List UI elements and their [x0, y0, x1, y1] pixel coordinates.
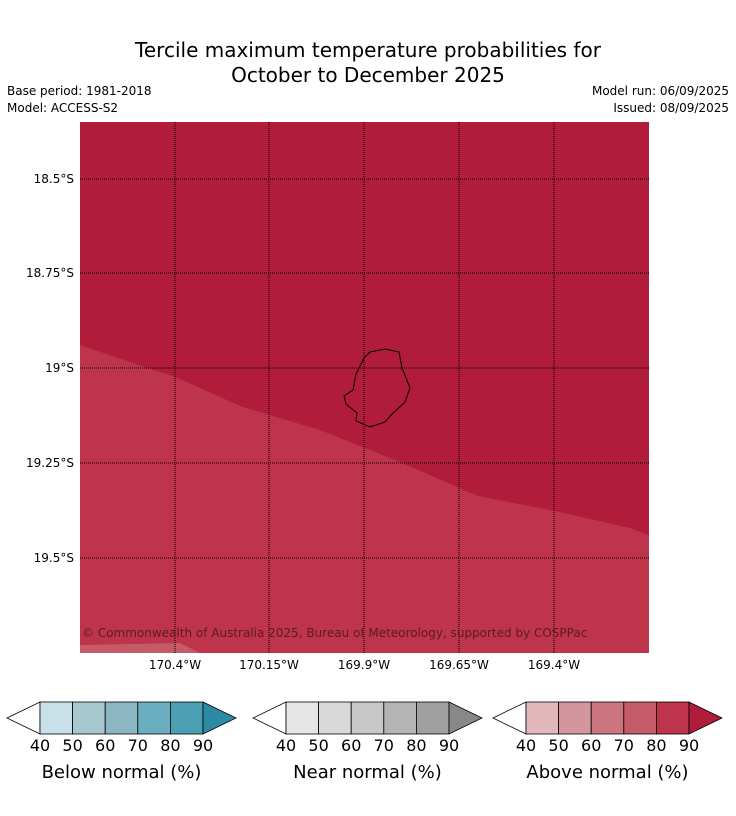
- colorbar-title: Below normal (%): [42, 762, 202, 783]
- model-run-text: Model run: 06/09/2025: [591, 84, 729, 98]
- colorbar-1: 40 50 60 70 80 90 Below normal (%): [6, 701, 237, 783]
- colorbar-tick-label: 50: [308, 736, 328, 755]
- colorbar-segment: [590, 701, 625, 735]
- colorbar-title: Above normal (%): [526, 762, 688, 783]
- title-line-2: October to December 2025: [231, 63, 505, 87]
- colorbar-tick-label: 60: [341, 736, 361, 755]
- base-period-text: Base period: 1981-2018: [7, 84, 152, 98]
- colorbar-3: 40 50 60 70 80 90 Above normal (%): [492, 701, 723, 783]
- colorbar-segment: [558, 701, 592, 735]
- colorbar-tick-label: 40: [276, 736, 296, 755]
- colorbar-tick-label: 50: [548, 736, 568, 755]
- copyright-notice: © Commonwealth of Australia 2025, Bureau…: [82, 626, 587, 640]
- lon-label: 170.15°W: [239, 658, 299, 672]
- colorbar-tick-label: 40: [30, 736, 50, 755]
- colorbar-segment: [383, 701, 417, 735]
- lon-label: 169.4°W: [528, 658, 580, 672]
- colorbar-segment: [623, 701, 657, 735]
- colorbar-segment: [350, 701, 385, 735]
- colorbar-tick-label: 70: [374, 736, 394, 755]
- island-coastline: [343, 348, 411, 428]
- lat-label: 19.5°S: [34, 551, 74, 565]
- colorbar-segment: [415, 701, 450, 735]
- colorbar-min-arrow: [252, 701, 287, 735]
- colorbar-tick-label: 70: [614, 736, 634, 755]
- region-above-70: [80, 643, 200, 653]
- latitude-labels: 18.5°S 18.75°S 19°S 19.25°S 19.5°S: [26, 172, 74, 565]
- colorbar-tick-label: 70: [128, 736, 148, 755]
- colorbars: 40 50 60 70 80 90 Below normal (%) 40 50 60 70 80 90…: [6, 701, 723, 783]
- colorbar-segment: [72, 701, 106, 735]
- lon-label: 170.4°W: [149, 658, 201, 672]
- colorbar-tick-label: 40: [516, 736, 536, 755]
- colorbar-segment: [137, 701, 171, 735]
- colorbar-tick-label: 60: [95, 736, 115, 755]
- colorbar-tick-label: 60: [581, 736, 601, 755]
- colorbar-2: 40 50 60 70 80 90 Near normal (%): [252, 701, 483, 783]
- title-line-1: Tercile maximum temperature probabilitie…: [135, 38, 601, 62]
- colorbar-tick-label: 90: [679, 736, 699, 755]
- colorbar-tick-label: 50: [62, 736, 82, 755]
- issued-text: Issued: 08/09/2025: [613, 101, 729, 115]
- colorbar-tick-label: 80: [646, 736, 666, 755]
- lon-label: 169.65°W: [429, 658, 489, 672]
- map-area: [80, 122, 649, 653]
- colorbar-min-arrow: [492, 701, 527, 735]
- chart-title: Tercile maximum temperature probabilitie…: [0, 38, 736, 88]
- colorbar-tick-label: 90: [193, 736, 213, 755]
- colorbar-tick-label: 80: [160, 736, 180, 755]
- lat-label: 18.75°S: [26, 266, 74, 280]
- colorbar-segment: [39, 701, 73, 735]
- lat-label: 19.25°S: [26, 456, 74, 470]
- lat-label: 19°S: [45, 361, 74, 375]
- colorbar-segment: [285, 701, 319, 735]
- lon-label: 169.9°W: [338, 658, 390, 672]
- colorbar-segment: [169, 701, 204, 735]
- colorbar-segment: [318, 701, 352, 735]
- meta-right: Model run: 06/09/2025 Issued: 08/09/2025: [592, 83, 729, 117]
- graticule: [80, 122, 649, 653]
- colorbar-segment: [104, 701, 139, 735]
- colorbar-max-arrow: [202, 701, 237, 735]
- colorbar-segment: [656, 701, 690, 735]
- colorbar-segment: [525, 701, 559, 735]
- lat-label: 18.5°S: [34, 172, 74, 186]
- meta-left: Base period: 1981-2018 Model: ACCESS-S2: [7, 83, 152, 117]
- model-text: Model: ACCESS-S2: [7, 101, 119, 115]
- colorbar-tick-label: 80: [406, 736, 426, 755]
- colorbar-max-arrow: [448, 701, 483, 735]
- colorbar-max-arrow: [688, 701, 723, 735]
- colorbar-title: Near normal (%): [293, 762, 442, 783]
- colorbar-min-arrow: [6, 701, 41, 735]
- colorbar-tick-label: 90: [439, 736, 459, 755]
- longitude-labels: 170.4°W 170.15°W 169.9°W 169.65°W 169.4°W: [149, 658, 580, 672]
